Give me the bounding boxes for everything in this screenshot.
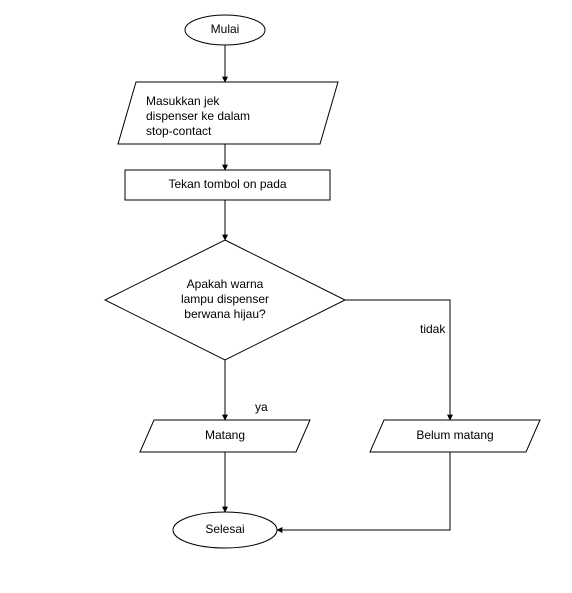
node-step2: Tekan tombol on pada bbox=[125, 170, 330, 200]
node-belum: Belum matang bbox=[370, 420, 540, 452]
svg-text:berwana hijau?: berwana hijau? bbox=[184, 307, 266, 321]
node-matang: Matang bbox=[140, 420, 310, 452]
edge-4 bbox=[345, 300, 450, 420]
flowchart-canvas: Mulai Masukkan jekdispenser ke dalamstop-… bbox=[0, 0, 572, 593]
svg-text:lampu dispenser: lampu dispenser bbox=[181, 292, 269, 306]
svg-text:dispenser ke dalam: dispenser ke dalam bbox=[146, 109, 250, 123]
node-end: Selesai bbox=[173, 512, 277, 548]
node-step1: Masukkan jekdispenser ke dalamstop-conta… bbox=[118, 82, 338, 144]
svg-text:Mulai: Mulai bbox=[211, 22, 240, 36]
edge-label-3: ya bbox=[255, 400, 268, 414]
svg-text:Selesai: Selesai bbox=[205, 522, 244, 536]
svg-text:Apakah warna: Apakah warna bbox=[187, 277, 264, 291]
edge-6 bbox=[277, 452, 450, 530]
node-start: Mulai bbox=[185, 15, 265, 45]
svg-text:Matang: Matang bbox=[205, 428, 245, 442]
svg-text:Tekan tombol on pada: Tekan tombol on pada bbox=[168, 177, 286, 191]
svg-text:Masukkan jek: Masukkan jek bbox=[146, 94, 220, 108]
svg-text:Belum matang: Belum matang bbox=[416, 428, 493, 442]
node-decision: Apakah warnalampu dispenserberwana hijau… bbox=[105, 240, 345, 360]
edge-label-4: tidak bbox=[420, 322, 446, 336]
svg-text:stop-contact: stop-contact bbox=[146, 124, 212, 138]
